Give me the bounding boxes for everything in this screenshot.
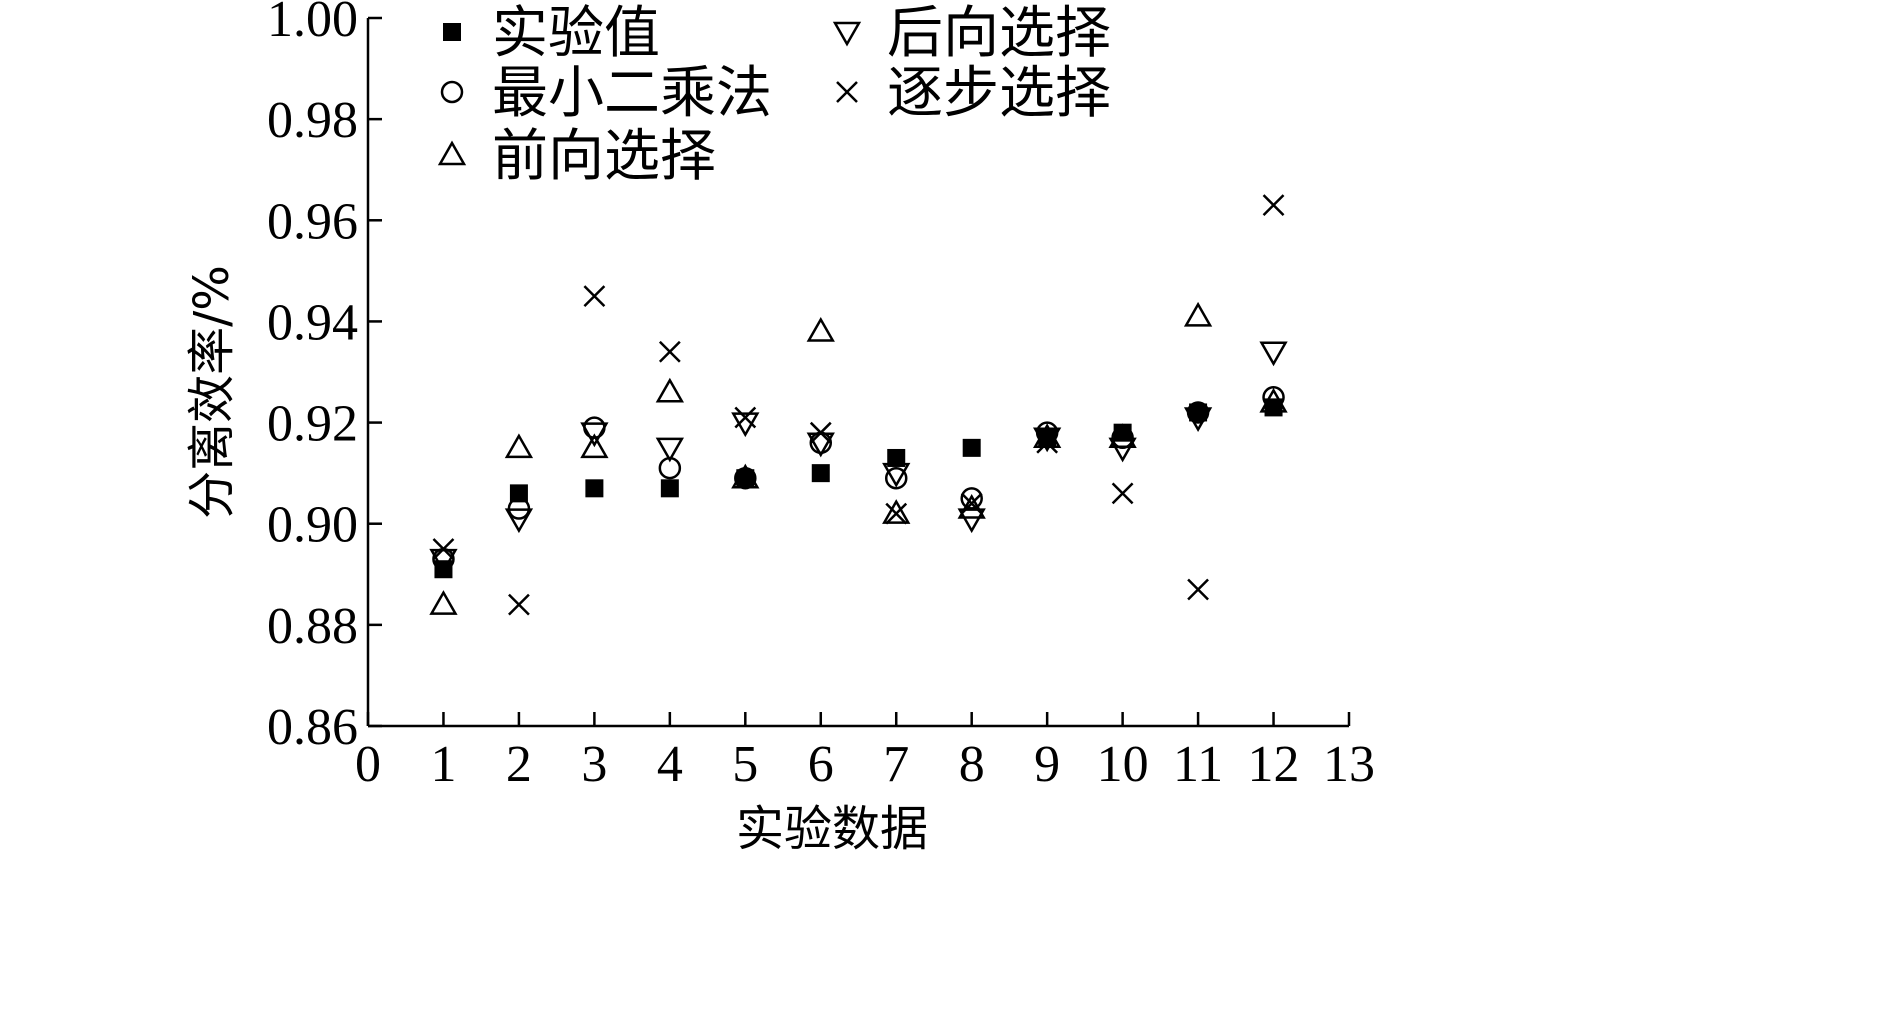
data-point bbox=[1259, 387, 1288, 413]
x-tick-label: 0 bbox=[355, 736, 381, 793]
x-tick-label: 2 bbox=[506, 736, 532, 793]
data-point bbox=[1108, 423, 1137, 448]
series-2 bbox=[432, 386, 1285, 571]
data-point bbox=[583, 285, 606, 308]
legend-item: 后向选择 bbox=[832, 1, 1111, 66]
legend-marker bbox=[832, 21, 862, 47]
data-point bbox=[1108, 437, 1137, 463]
data-point bbox=[731, 463, 760, 489]
y-tick-label: 0.98 bbox=[267, 92, 358, 149]
tick-labels: 0 1 2 3 4 5 6 7 8 9 10 11 12 130.860.880.900.920.940.… bbox=[267, 0, 1375, 793]
x-tick-label: 11 bbox=[1173, 736, 1223, 793]
y-tick-label: 0.94 bbox=[267, 294, 358, 351]
y-tick-label: 0.92 bbox=[267, 396, 358, 453]
data-point bbox=[509, 484, 528, 503]
x-tick-label: 5 bbox=[732, 736, 758, 793]
y-tick-label: 0.90 bbox=[267, 497, 358, 554]
x-tick-label: 13 bbox=[1323, 736, 1375, 793]
data-point bbox=[1111, 482, 1134, 505]
data-points bbox=[429, 194, 1288, 616]
data-point bbox=[887, 448, 906, 467]
data-point bbox=[882, 462, 911, 488]
data-point bbox=[882, 499, 911, 524]
x-tick-label: 6 bbox=[808, 736, 834, 793]
axes bbox=[366, 18, 1349, 728]
data-point bbox=[1259, 341, 1288, 367]
data-point bbox=[504, 508, 534, 534]
data-point bbox=[508, 593, 530, 616]
data-point bbox=[660, 479, 679, 498]
legend-item: 最小二乘法 bbox=[440, 61, 772, 126]
legend-label: 最小二乘法 bbox=[492, 61, 772, 126]
legend-item: 逐步选择 bbox=[836, 61, 1111, 126]
x-tick-label: 3 bbox=[581, 736, 607, 793]
data-point bbox=[811, 464, 830, 483]
data-point bbox=[1183, 301, 1213, 327]
data-point bbox=[1032, 427, 1062, 453]
data-point bbox=[962, 438, 981, 457]
x-tick-label: 9 bbox=[1034, 736, 1060, 793]
y-tick-label: 0.96 bbox=[267, 193, 358, 250]
legend-marker bbox=[836, 81, 858, 103]
ticks bbox=[366, 16, 1351, 728]
legend-marker bbox=[443, 23, 461, 41]
data-point bbox=[1262, 386, 1285, 409]
y-axis-title: 分离效率/% bbox=[184, 265, 240, 519]
data-point bbox=[960, 492, 983, 515]
data-point bbox=[734, 406, 757, 429]
x-tick-label: 10 bbox=[1097, 736, 1149, 793]
data-point bbox=[432, 538, 455, 560]
data-point bbox=[585, 479, 604, 498]
data-point bbox=[884, 466, 908, 490]
y-tick-label: 1.00 bbox=[267, 0, 358, 48]
data-point bbox=[806, 317, 835, 342]
legend-label: 前向选择 bbox=[492, 124, 716, 189]
data-point bbox=[655, 437, 685, 463]
legend-label: 逐步选择 bbox=[887, 61, 1111, 126]
x-tick-label: 4 bbox=[657, 736, 683, 793]
series-5 bbox=[432, 194, 1285, 616]
legend-label: 实验值 bbox=[492, 1, 660, 66]
legend-label: 后向选择 bbox=[887, 1, 1111, 66]
legend-item: 实验值 bbox=[443, 1, 660, 66]
x-tick-label: 12 bbox=[1248, 736, 1300, 793]
legend-item: 前向选择 bbox=[437, 124, 716, 189]
x-axis-title: 实验数据 bbox=[736, 801, 928, 857]
data-point bbox=[504, 433, 534, 459]
y-tick-label: 0.86 bbox=[267, 699, 358, 756]
data-point bbox=[580, 422, 609, 448]
data-point bbox=[957, 508, 986, 534]
legend-marker bbox=[437, 140, 467, 166]
x-tick-label: 8 bbox=[959, 736, 985, 793]
data-point bbox=[1262, 194, 1285, 216]
legend-marker bbox=[440, 80, 464, 104]
data-point bbox=[885, 502, 908, 525]
data-point bbox=[1036, 431, 1059, 454]
series-3 bbox=[429, 301, 1288, 615]
data-point bbox=[658, 340, 681, 363]
series-1 bbox=[434, 398, 1283, 579]
y-tick-label: 0.88 bbox=[267, 598, 358, 655]
data-point bbox=[1187, 578, 1209, 601]
series-4 bbox=[429, 341, 1288, 574]
data-point bbox=[809, 421, 832, 444]
x-tick-label: 7 bbox=[883, 736, 909, 793]
data-point bbox=[957, 494, 986, 519]
data-point bbox=[1183, 407, 1213, 433]
data-point bbox=[429, 590, 458, 615]
data-point bbox=[655, 377, 685, 403]
data-point bbox=[580, 433, 609, 459]
x-tick-label: 1 bbox=[430, 736, 456, 793]
